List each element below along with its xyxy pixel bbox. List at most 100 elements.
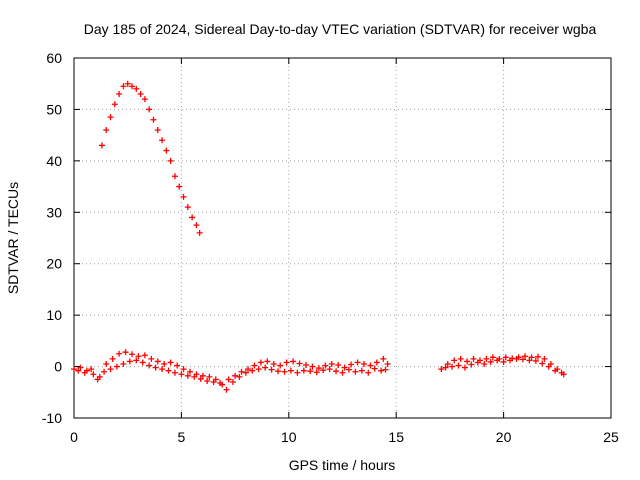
data-point: [290, 358, 297, 365]
data-point: [502, 354, 509, 361]
data-point: [532, 357, 539, 364]
x-tick-label: 0: [70, 429, 78, 445]
data-point: [184, 372, 191, 379]
data-point: [522, 353, 529, 360]
data-point: [341, 364, 348, 371]
data-point: [371, 365, 378, 372]
data-point: [75, 367, 82, 374]
data-point: [283, 359, 290, 366]
data-point: [159, 366, 166, 373]
data-point: [128, 83, 135, 90]
data-point: [176, 183, 183, 190]
data-point: [352, 368, 359, 375]
grid-lines: [74, 58, 611, 418]
data-point: [545, 363, 552, 370]
data-point: [111, 101, 118, 108]
data-point: [468, 361, 475, 368]
data-point: [135, 353, 142, 360]
data-point: [494, 357, 501, 364]
data-point: [264, 358, 271, 365]
data-point: [71, 366, 77, 373]
data-point: [335, 362, 342, 369]
y-tick-label: 30: [46, 204, 62, 220]
data-point: [124, 80, 131, 87]
data-point: [354, 359, 361, 366]
data-point: [161, 361, 168, 367]
data-point: [150, 116, 157, 123]
data-point: [238, 368, 245, 375]
data-point: [81, 369, 88, 376]
data-point: [184, 204, 191, 211]
data-point: [236, 373, 243, 380]
data-point: [380, 355, 387, 362]
data-point: [116, 350, 123, 357]
data-point: [120, 361, 127, 367]
data-point: [382, 366, 389, 373]
data-point: [193, 222, 200, 229]
data-point: [88, 366, 95, 373]
data-point: [223, 386, 230, 393]
data-point: [365, 369, 372, 376]
data-point: [481, 361, 488, 367]
y-tick-labels: -10 0 10 20 30 40 50 60: [42, 50, 62, 426]
x-axis-label: GPS time / hours: [289, 457, 396, 473]
data-point: [541, 355, 548, 362]
data-point: [137, 91, 144, 97]
data-point: [204, 377, 211, 384]
data-point: [442, 364, 449, 371]
data-point: [373, 359, 380, 366]
data-point: [315, 365, 322, 372]
data-point: [116, 91, 123, 97]
data-point: [302, 362, 309, 369]
y-tick-label: 40: [46, 153, 62, 169]
data-point: [309, 363, 316, 370]
data-point: [438, 366, 445, 373]
data-point: [174, 362, 181, 369]
y-tick-label: 50: [46, 101, 62, 117]
data-point: [103, 361, 110, 367]
data-point: [489, 354, 496, 361]
axis-ticks: [73, 57, 612, 419]
data-point: [464, 358, 471, 365]
y-axis-label: SDTVAR / TECUs: [5, 182, 21, 294]
plot-frame: [73, 57, 612, 419]
data-point: [444, 361, 451, 367]
x-tick-label: 25: [603, 429, 619, 445]
data-point: [210, 379, 217, 385]
data-point: [539, 360, 546, 367]
data-point: [461, 364, 468, 371]
x-tick-label: 20: [496, 429, 512, 445]
data-point: [199, 372, 206, 379]
data-point: [345, 366, 352, 373]
data-point: [180, 193, 187, 200]
x-tick-label: 10: [281, 429, 297, 445]
data-point: [333, 368, 340, 375]
data-point: [339, 369, 346, 376]
data-point: [133, 357, 140, 364]
data-point: [171, 369, 178, 376]
data-point: [122, 349, 129, 356]
data-point: [249, 367, 256, 374]
data-point: [262, 364, 269, 371]
data-point: [348, 361, 355, 368]
data-point: [268, 366, 275, 373]
data-point: [146, 106, 153, 113]
data-point: [165, 367, 172, 374]
data-point: [154, 358, 161, 365]
data-point: [107, 114, 114, 121]
data-point: [507, 357, 514, 364]
data-point: [470, 355, 477, 362]
data-point: [322, 362, 329, 369]
data-point: [98, 142, 105, 149]
data-point: [255, 366, 262, 373]
data-point: [313, 369, 320, 376]
data-point: [126, 358, 133, 365]
data-point: [154, 127, 161, 133]
x-tick-label: 5: [178, 429, 186, 445]
data-point: [300, 367, 307, 374]
data-point: [358, 367, 365, 374]
data-point: [139, 359, 146, 366]
data-point: [328, 361, 335, 367]
data-point: [141, 352, 148, 359]
x-tick-labels: 0 5 10 15 20 25: [70, 429, 619, 445]
